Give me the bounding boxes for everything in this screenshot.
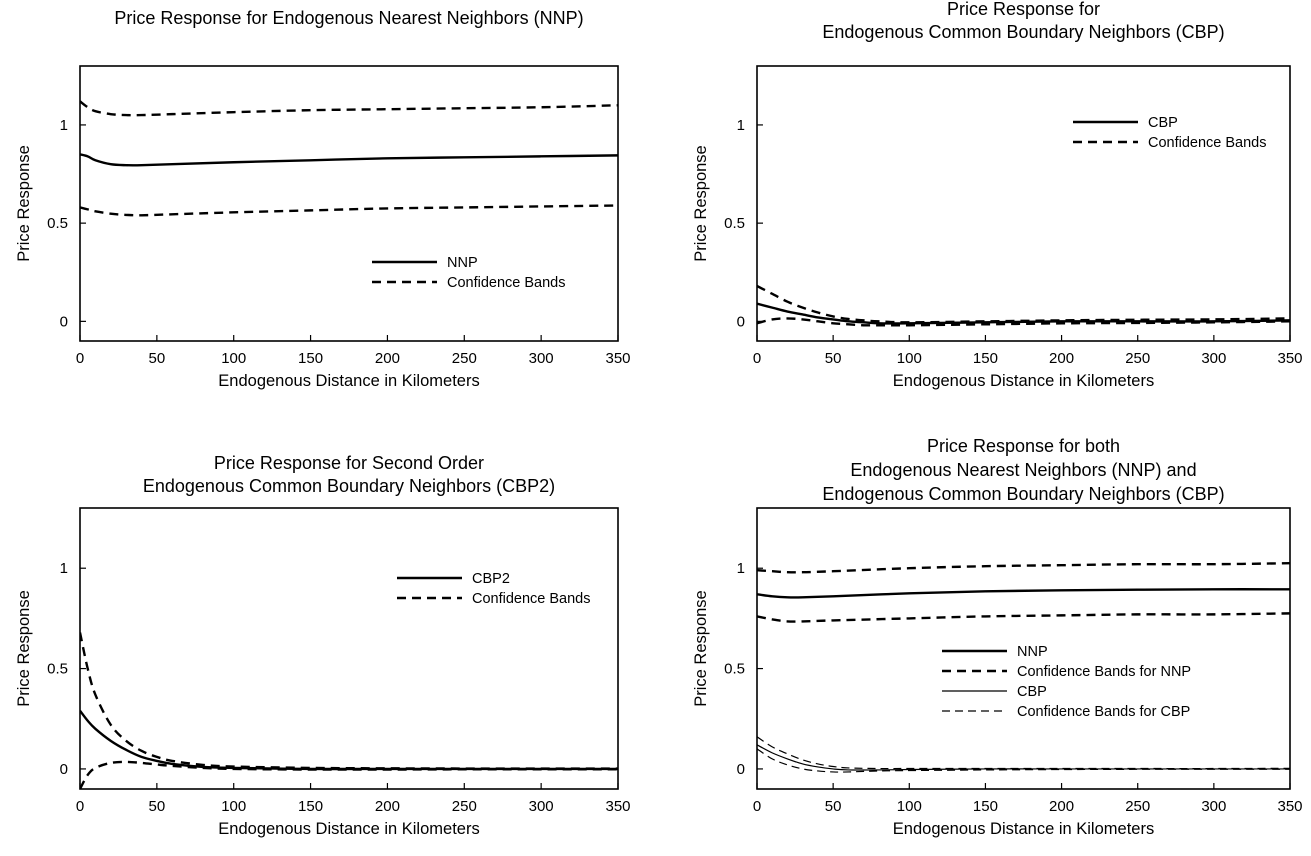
series-line-nnp [757,588,1290,599]
legend-label: Confidence Bands for CBP [1017,704,1190,720]
x-axis-label: Endogenous Distance in Kilometers [218,372,479,390]
y-tick-label: 0.5 [724,661,745,678]
series-line-nnp [80,153,618,167]
series-line-confidence-bands [80,100,618,117]
chart-title-line: Endogenous Common Boundary Neighbors (CB… [143,476,555,496]
x-axis-label: Endogenous Distance in Kilometers [893,820,1154,838]
chart-title-line: Price Response for Endogenous Nearest Ne… [114,8,583,28]
series-line-cbp [757,302,1290,325]
x-tick-label: 300 [529,798,554,815]
series-line-cbp [757,744,1290,771]
y-tick-label: 1 [737,117,745,134]
chart-panel-4: Price Response for both Endogenous Neares… [692,436,1303,838]
y-axis-label: Price Response [15,145,33,261]
x-tick-label: 250 [452,350,477,367]
x-tick-label: 350 [1277,350,1302,367]
plot-frame [79,507,619,790]
x-tick-label: 200 [1049,798,1074,815]
x-tick-label: 150 [298,798,323,815]
y-axis-label: Price Response [15,590,33,706]
chart-panel-3: Price Response for Second Order Endogenou… [15,453,631,838]
x-tick-label: 300 [1201,350,1226,367]
series-line-confidence-bands [80,760,618,789]
chart-panel-1: Price Response for Endogenous Nearest Ne… [15,8,631,390]
y-tick-label: 0.5 [47,215,68,232]
series-line-confidence-bands-for-nnp [757,562,1290,574]
legend-label: NNP [447,255,478,271]
legend-label: Confidence Bands [447,275,566,291]
series-line-confidence-bands [757,284,1290,324]
legend-label: CBP [1148,115,1178,131]
chart-title-line: Endogenous Nearest Neighbors (NNP) and [850,460,1196,480]
legend-label: CBP [1017,684,1047,700]
x-tick-label: 300 [529,350,554,367]
x-tick-label: 50 [825,798,842,815]
y-axis-label: Price Response [692,590,710,706]
x-tick-label: 150 [973,350,998,367]
x-tick-label: 100 [897,350,922,367]
x-tick-label: 100 [897,798,922,815]
y-tick-label: 0 [60,761,68,778]
chart-title-line: Price Response for Second Order [214,453,484,473]
plot-frame [79,65,619,342]
x-tick-label: 50 [149,350,166,367]
x-tick-label: 200 [1049,350,1074,367]
x-tick-label: 0 [753,798,761,815]
x-axis-label: Endogenous Distance in Kilometers [893,372,1154,390]
series-line-confidence-bands [80,204,618,217]
series-line-cbp2 [80,709,618,771]
series-line-confidence-bands-for-nnp [757,612,1290,623]
x-tick-label: 250 [1125,350,1150,367]
chart-panel-2: Price Response for Endogenous Common Boun… [692,0,1303,390]
y-tick-label: 0 [737,761,745,778]
y-tick-label: 0.5 [47,661,68,678]
series-line-confidence-bands [80,632,618,770]
series-line-confidence-bands-for-cbp [757,736,1290,770]
chart-title-line: Endogenous Common Boundary Neighbors (CB… [822,22,1224,42]
x-tick-label: 250 [1125,798,1150,815]
y-tick-label: 1 [737,560,745,577]
x-tick-label: 50 [149,798,166,815]
y-tick-label: 0 [60,313,68,330]
y-axis-label: Price Response [692,145,710,261]
y-tick-label: 1 [60,560,68,577]
legend-label: CBP2 [472,571,510,587]
x-tick-label: 300 [1201,798,1226,815]
x-tick-label: 0 [76,798,84,815]
chart-title-line: Price Response for [947,0,1100,19]
chart-title-line: Endogenous Common Boundary Neighbors (CB… [822,484,1224,504]
x-axis-label: Endogenous Distance in Kilometers [218,820,479,838]
legend-label: Confidence Bands for NNP [1017,664,1191,680]
legend-label: Confidence Bands [1148,135,1267,151]
legend-label: Confidence Bands [472,591,591,607]
legend-label: NNP [1017,644,1048,660]
x-tick-label: 350 [605,798,630,815]
y-tick-label: 0 [737,313,745,330]
x-tick-label: 150 [298,350,323,367]
series-line-confidence-bands-for-cbp [757,748,1290,773]
x-tick-label: 0 [76,350,84,367]
chart-title-line: Price Response for both [927,436,1120,456]
x-tick-label: 100 [221,798,246,815]
series-line-confidence-bands [757,317,1290,327]
plot-frame [756,65,1291,342]
x-tick-label: 0 [753,350,761,367]
x-tick-label: 200 [375,350,400,367]
y-tick-label: 1 [60,117,68,134]
x-tick-label: 350 [605,350,630,367]
plot-frame [756,507,1291,790]
x-tick-label: 50 [825,350,842,367]
x-tick-label: 350 [1277,798,1302,815]
x-tick-label: 200 [375,798,400,815]
x-tick-label: 150 [973,798,998,815]
y-tick-label: 0.5 [724,215,745,232]
x-tick-label: 250 [452,798,477,815]
x-tick-label: 100 [221,350,246,367]
